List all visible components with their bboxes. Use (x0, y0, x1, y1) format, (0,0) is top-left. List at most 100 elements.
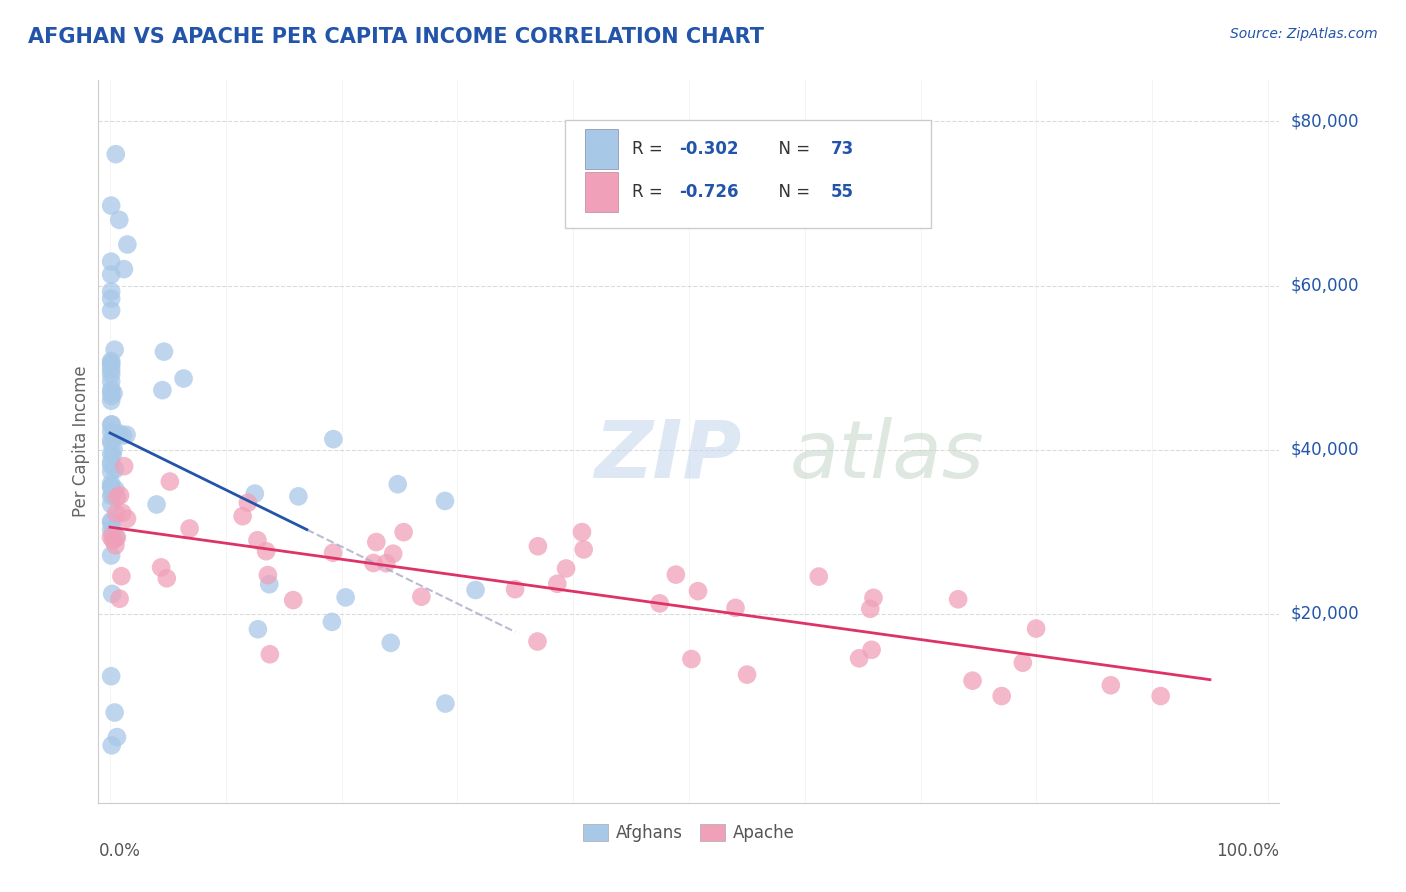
Point (236, 496, 259, 510)
Point (571, 524, 593, 539)
Point (681, 652, 703, 666)
Point (105, 490, 128, 504)
Point (257, 568, 280, 582)
Point (243, 486, 266, 500)
Point (156, 571, 179, 585)
Text: $80,000: $80,000 (1291, 112, 1360, 130)
Point (735, 667, 758, 681)
Point (100, 514, 122, 528)
Point (111, 506, 134, 520)
Point (103, 524, 125, 538)
Point (100, 268, 122, 282)
Point (105, 730, 128, 744)
Point (433, 494, 456, 508)
Y-axis label: Per Capita Income: Per Capita Income (72, 366, 90, 517)
Point (100, 530, 122, 544)
Text: N =: N = (768, 183, 815, 202)
Point (100, 393, 122, 408)
Text: AFGHAN VS APACHE PER CAPITA INCOME CORRELATION CHART: AFGHAN VS APACHE PER CAPITA INCOME CORRE… (28, 27, 763, 46)
Point (101, 487, 124, 501)
Point (232, 509, 254, 524)
Text: $60,000: $60,000 (1291, 277, 1360, 294)
Text: 55: 55 (831, 183, 853, 202)
Point (366, 535, 388, 549)
Point (100, 433, 122, 447)
Point (100, 523, 122, 537)
Point (363, 556, 385, 570)
Point (115, 427, 138, 442)
Point (246, 533, 269, 548)
Point (101, 528, 124, 542)
Point (100, 455, 122, 469)
Point (108, 488, 131, 502)
Point (100, 417, 122, 432)
Point (105, 530, 128, 544)
Point (1150, 689, 1173, 703)
Point (100, 458, 122, 472)
Point (648, 596, 671, 610)
Point (100, 198, 122, 212)
Point (259, 647, 281, 661)
Point (848, 651, 870, 665)
Point (100, 549, 122, 563)
Point (173, 371, 195, 385)
Point (104, 483, 127, 497)
Point (159, 475, 181, 489)
Point (990, 689, 1012, 703)
Text: ZIP: ZIP (595, 417, 742, 495)
Point (100, 368, 122, 382)
Point (375, 556, 398, 570)
Point (100, 303, 122, 318)
Point (104, 538, 127, 552)
Point (411, 590, 433, 604)
Point (103, 429, 125, 443)
Point (111, 428, 134, 442)
Point (859, 602, 882, 616)
Point (464, 582, 486, 597)
Text: R =: R = (633, 183, 668, 202)
Point (153, 344, 176, 359)
Point (259, 577, 281, 591)
Point (100, 480, 122, 494)
Point (115, 512, 138, 526)
Point (546, 576, 568, 591)
Point (145, 498, 167, 512)
Point (112, 459, 135, 474)
Point (335, 591, 357, 605)
Point (150, 560, 173, 574)
Bar (585, 129, 619, 169)
Point (100, 447, 122, 461)
Bar (585, 172, 619, 212)
Point (387, 477, 409, 491)
Point (1025, 622, 1047, 636)
Point (100, 480, 122, 494)
Text: R =: R = (633, 140, 668, 158)
Point (110, 569, 132, 583)
Text: -0.726: -0.726 (679, 183, 740, 202)
Point (665, 567, 688, 582)
Point (100, 465, 122, 479)
Point (103, 386, 125, 401)
Point (254, 544, 277, 558)
Point (105, 507, 128, 521)
Point (962, 673, 984, 688)
Point (104, 147, 127, 161)
Point (100, 359, 122, 373)
Point (101, 448, 124, 462)
Point (100, 739, 122, 753)
Point (322, 546, 344, 560)
Point (101, 587, 124, 601)
Point (321, 615, 343, 629)
Point (572, 542, 595, 557)
Point (100, 516, 122, 530)
Text: 100.0%: 100.0% (1216, 842, 1279, 860)
Point (434, 697, 457, 711)
Point (104, 343, 127, 357)
Point (1011, 656, 1033, 670)
Point (108, 591, 131, 606)
Text: $20,000: $20,000 (1291, 605, 1360, 623)
Point (100, 354, 122, 368)
Point (503, 582, 526, 597)
Point (1099, 678, 1122, 692)
Point (104, 706, 127, 720)
